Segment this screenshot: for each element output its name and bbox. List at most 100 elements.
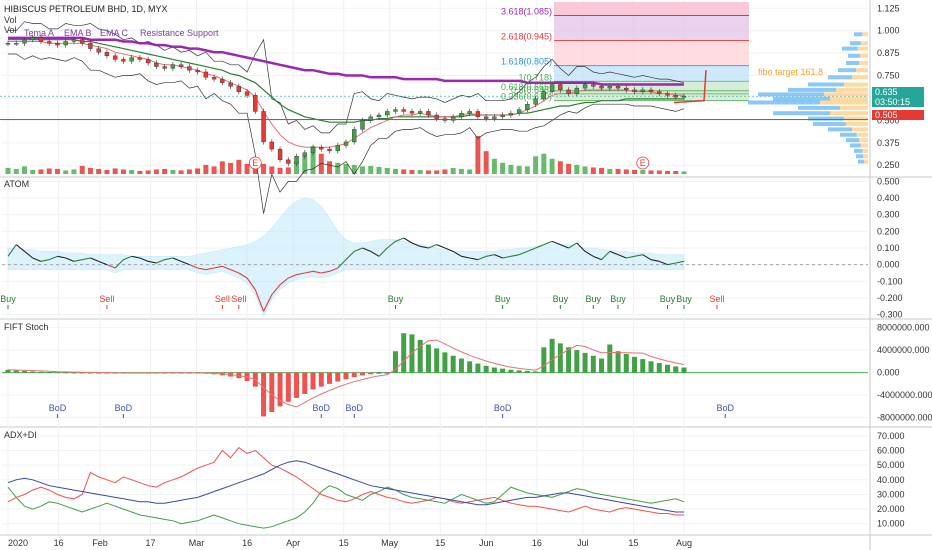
atom-buy-signal: Buy xyxy=(495,294,511,304)
atom-buy-signal: Buy xyxy=(660,294,676,304)
stoch-bar xyxy=(458,358,464,373)
atom-buy-signal: Buy xyxy=(0,294,16,304)
volume-profile-bar xyxy=(863,154,868,159)
stoch-bar xyxy=(574,350,580,373)
candle-body xyxy=(582,84,588,89)
candle-body xyxy=(360,120,365,130)
volume-profile-bar xyxy=(854,148,863,153)
stoch-bar xyxy=(335,372,341,382)
candle-body xyxy=(228,82,233,87)
atom-line-segment xyxy=(626,255,635,259)
atom-line-segment xyxy=(263,294,273,312)
legend-ema-b: EMA B xyxy=(64,28,92,38)
candle-body xyxy=(574,87,580,94)
candle-body xyxy=(483,116,489,119)
price-panel[interactable]: 3.618(1.085)2.618(0.945)1.618(0.805)1(0.… xyxy=(0,2,868,214)
volume-bar xyxy=(491,158,497,174)
earnings-event-label: E xyxy=(252,158,258,168)
candle-body xyxy=(426,111,431,116)
y-tick-label: 0.200 xyxy=(877,226,900,236)
stoch-bar xyxy=(392,351,398,373)
stoch-bar xyxy=(79,372,85,374)
atom-line-segment xyxy=(131,255,141,259)
y-tick-label: 0.500 xyxy=(877,115,900,125)
candle-body xyxy=(47,41,52,44)
y-tick-label: 0.100 xyxy=(877,243,900,253)
candle-body xyxy=(137,57,143,60)
legend-vol-2: Vol xyxy=(4,25,17,35)
band-upper xyxy=(8,21,685,134)
x-tick-label: May xyxy=(381,538,399,548)
volume-bar xyxy=(673,170,679,174)
atom-cloud xyxy=(7,197,685,318)
stoch-bar xyxy=(442,352,448,373)
atom-line-segment xyxy=(180,260,190,266)
atom-line-segment xyxy=(494,254,503,259)
stoch-bar xyxy=(96,372,102,374)
volume-bar xyxy=(392,168,398,174)
x-tick-label: 16 xyxy=(242,538,252,548)
support-level-badge: 0.505 xyxy=(872,110,924,120)
stoch-bar xyxy=(615,351,621,373)
x-tick-label: 16 xyxy=(532,538,542,548)
candle-body xyxy=(591,84,596,87)
candle-body xyxy=(368,116,373,121)
indicator-legend: Tema A EMA B EMA C Resistance Support xyxy=(24,28,219,38)
y-tick-label: 50.000 xyxy=(877,460,905,470)
volume-profile-bar xyxy=(856,154,864,159)
volume-bar xyxy=(228,162,234,174)
candle-body xyxy=(211,77,217,80)
stoch-bar xyxy=(285,372,291,402)
support-level-label: 0.505 xyxy=(875,110,898,120)
volume-bar xyxy=(500,162,506,174)
atom-line-segment xyxy=(634,254,643,257)
atom-line-segment xyxy=(444,247,454,252)
stoch-bar xyxy=(46,372,52,374)
candle-body xyxy=(170,64,176,69)
y-tick-label: -0.300 xyxy=(877,310,903,320)
stoch-bar xyxy=(384,372,390,374)
y-tick-label: 30.000 xyxy=(877,489,905,499)
volume-bar xyxy=(153,169,159,174)
candle-body xyxy=(533,98,538,105)
atom-line-segment xyxy=(337,259,347,269)
atom-panel[interactable]: Buy Sell Sell Sell Buy Buy Buy Buy Buy Buy Buy Sell xyxy=(0,197,868,318)
atom-buy-signal: Buy xyxy=(388,294,404,304)
volume-bar xyxy=(203,164,209,174)
atom-line-segment xyxy=(345,250,355,261)
y-tick-label: 0.750 xyxy=(877,71,900,81)
candle-body xyxy=(178,64,184,67)
stoch-panel[interactable]: BoD BoD BoD BoD BoD BoD xyxy=(2,333,868,418)
stoch-bar xyxy=(640,359,646,373)
volume-profile-bar xyxy=(844,82,868,87)
volume-bar xyxy=(327,161,333,174)
y-tick-label: 0.300 xyxy=(877,210,900,220)
atom-line-segment xyxy=(420,245,429,249)
atom-line-segment xyxy=(49,255,58,261)
atom-line-segment xyxy=(502,255,511,259)
volume-bar xyxy=(359,166,365,174)
atom-line-segment xyxy=(593,255,602,261)
volume-profile-bar xyxy=(860,143,868,148)
candle-body xyxy=(673,95,678,98)
x-tick-label: Feb xyxy=(92,538,108,548)
y-tick-label: -0.100 xyxy=(877,276,903,286)
x-tick-label: Jun xyxy=(479,538,494,548)
adx-panel[interactable] xyxy=(7,446,685,529)
candle-body xyxy=(475,111,481,118)
candle-body xyxy=(516,109,522,114)
stoch-bar xyxy=(648,361,654,373)
volume-bar xyxy=(458,168,464,174)
candle-body xyxy=(541,91,547,100)
volume-bar xyxy=(557,161,563,174)
volume-bar xyxy=(211,166,217,174)
stoch-bar xyxy=(632,356,638,373)
volume-bar xyxy=(63,170,69,174)
candle-body xyxy=(253,95,258,112)
adx-line xyxy=(7,460,684,513)
stoch-bar xyxy=(269,372,275,412)
atom-line-segment xyxy=(609,250,619,256)
stoch-bar xyxy=(13,370,19,373)
atom-line-segment xyxy=(123,255,132,261)
candle-body xyxy=(269,141,275,150)
